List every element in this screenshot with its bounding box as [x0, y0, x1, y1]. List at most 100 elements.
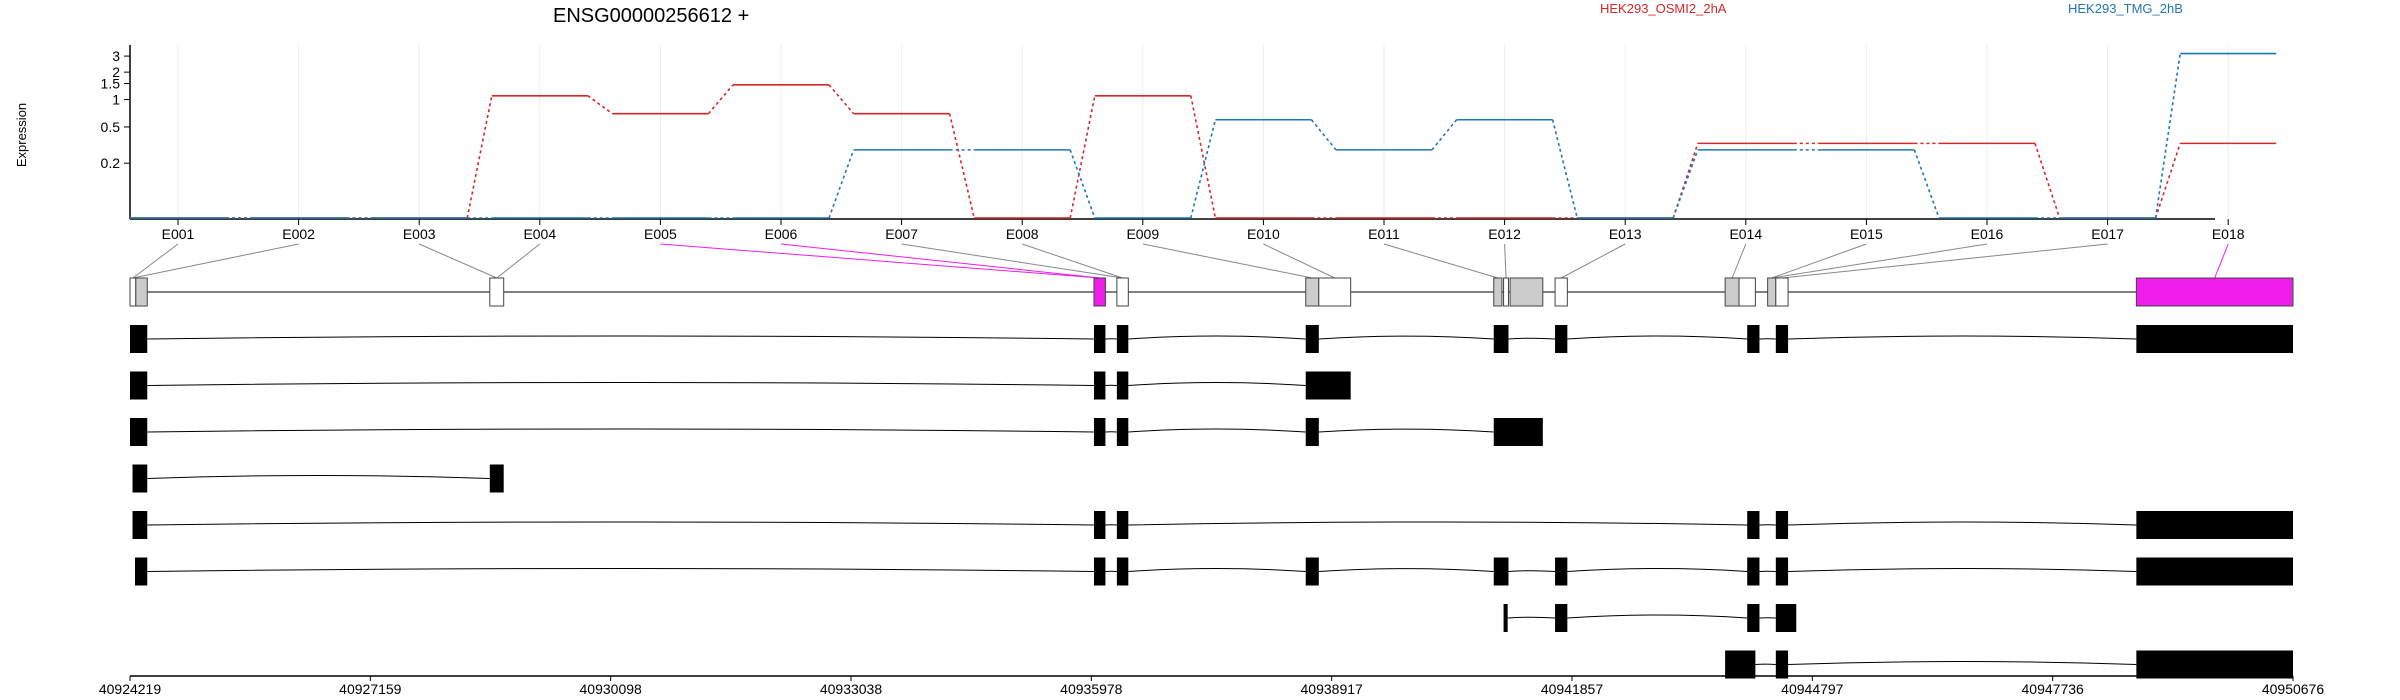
exon-connector [1383, 243, 1498, 279]
coordinate-label: 40927159 [339, 681, 402, 697]
grid-layer [177, 45, 2229, 218]
transcript-intron [1128, 568, 1306, 572]
exon-connector [780, 243, 1100, 279]
transcript-exon [489, 464, 504, 493]
transcript-exon [1747, 325, 1760, 353]
transcript-exon [130, 371, 148, 400]
exon-connector [132, 243, 179, 279]
y-tick-label: 2 [112, 64, 120, 80]
y-tick-label: 3 [112, 48, 120, 64]
transcript-intron [147, 428, 1094, 433]
exon-bin [135, 277, 148, 307]
transcript-intron [1318, 568, 1494, 572]
exon-bin [1738, 277, 1756, 307]
transcript-intron [147, 335, 1094, 340]
exon-label: E018 [2212, 226, 2245, 242]
transcript-intron [1128, 382, 1306, 386]
transcript-intron [147, 382, 1094, 386]
exon-bin [1767, 277, 1777, 307]
transcript-exon [130, 325, 148, 353]
exon-bin [1724, 277, 1740, 307]
transcript-exon [1116, 371, 1129, 400]
transcript-exon [1503, 604, 1508, 632]
coordinate-label: 40944797 [1781, 681, 1844, 697]
coordinate-label: 40950676 [2262, 681, 2325, 697]
y-tick-label: 0.5 [101, 119, 121, 135]
exon-label-layer: E001 E002 E003 E004 E005 E006 E007 E008 E009 E010… [162, 219, 2245, 242]
transcript-exon [1116, 325, 1129, 353]
exon-connector [1781, 243, 2108, 279]
series-transition [828, 149, 855, 219]
transcript-exon [2136, 650, 2293, 679]
series-transition [828, 84, 855, 115]
exon-bin [1116, 277, 1129, 307]
transcript-exon [1116, 418, 1129, 446]
exon-connector [1263, 243, 1335, 279]
transcript-intron [1788, 661, 2137, 665]
transcript-exon [1493, 418, 1543, 446]
series-transition [1672, 149, 1699, 219]
series-transition [2154, 143, 2181, 219]
exon-label: E010 [1247, 226, 1280, 242]
exon-connector [2214, 243, 2229, 279]
transcript-intron [1567, 614, 1748, 619]
coordinate-label: 40941857 [1541, 681, 1604, 697]
exon-bin [1305, 277, 1320, 307]
series-transition [2154, 53, 2181, 219]
transcript-exon [1775, 650, 1789, 679]
series-transition [1913, 149, 1940, 219]
series-transition [1069, 149, 1096, 219]
transcript-exon [132, 464, 148, 493]
coordinate-axis-layer: 40924219 40927159 40930098 40933038 40935978… [99, 675, 2325, 697]
transcript-intron [1788, 568, 2137, 572]
series-transition [1672, 143, 1699, 219]
series-transition [1551, 119, 1578, 219]
transcript-intron [147, 475, 490, 479]
exon-bin [1509, 277, 1544, 307]
chart-title: ENSG00000256612 + [553, 5, 749, 27]
transcript-intron [1128, 521, 1748, 526]
transcript-intron [1567, 335, 1748, 340]
exon-connector [418, 243, 497, 279]
transcript-exon [1116, 511, 1129, 539]
transcript-exon [1305, 325, 1319, 353]
exon-bin [1493, 277, 1503, 307]
coordinate-label: 40947736 [2022, 681, 2085, 697]
transcript-intron [1128, 335, 1306, 340]
transcript-exon [1093, 325, 1106, 353]
exon-connector [660, 243, 1100, 279]
exon-label: E002 [282, 226, 315, 242]
exon-bin [1554, 277, 1568, 307]
exon-connector [1022, 243, 1123, 279]
transcript-intron [1788, 521, 2137, 526]
exon-connector [1731, 243, 1747, 279]
series-transition [1431, 119, 1458, 151]
transcript-exon [1775, 511, 1789, 539]
exon-label: E004 [523, 226, 556, 242]
coordinate-label: 40938917 [1301, 681, 1364, 697]
transcript-exon [1116, 557, 1129, 586]
exon-connector [496, 243, 541, 279]
transcript-intron [1318, 335, 1494, 340]
exon-label: E003 [403, 226, 436, 242]
exon-label: E009 [1126, 226, 1159, 242]
transcript-exon [130, 418, 148, 446]
exon-bin [129, 277, 137, 307]
transcript-intron [1508, 570, 1556, 572]
exon-label: E014 [1729, 226, 1762, 242]
transcript-exon [132, 511, 148, 539]
transcript-intron [147, 568, 1094, 572]
transcript-exon [1305, 371, 1351, 400]
exon-bin [489, 277, 505, 307]
exon-label: E016 [1971, 226, 2004, 242]
series-transition [1069, 95, 1096, 219]
exon-bin [2135, 277, 2294, 307]
series-transition [466, 95, 493, 219]
transcript-exon [1305, 418, 1319, 446]
transcript-exon [1493, 557, 1509, 586]
y-tick-label: 1.5 [101, 76, 121, 92]
exon-connector [901, 243, 1123, 279]
transcript-exon [1093, 418, 1106, 446]
exon-label: E001 [162, 226, 195, 242]
